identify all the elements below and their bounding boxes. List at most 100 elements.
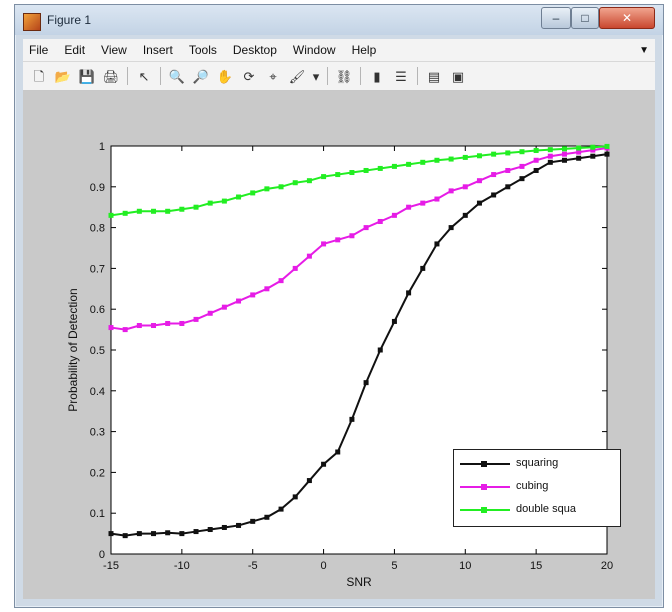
data-point-cubing <box>335 237 341 243</box>
data-point-double <box>462 154 468 160</box>
menu-file[interactable]: File <box>29 43 49 57</box>
open-file-icon[interactable]: 📂 <box>54 68 72 84</box>
rotate-3d-icon[interactable]: ⟳ <box>243 68 255 84</box>
x-tick-label: 20 <box>601 560 613 572</box>
data-point-double <box>236 194 242 200</box>
data-point-cubing <box>292 265 298 271</box>
x-tick-label: -15 <box>103 560 119 572</box>
data-point-cubing <box>306 253 312 259</box>
legend-marker-double <box>481 507 487 513</box>
data-point-cubing <box>519 163 525 169</box>
data-point-cubing <box>590 147 596 153</box>
data-point-double <box>221 198 227 204</box>
link-plot-icon[interactable]: ⛓ <box>335 68 353 84</box>
data-point-squaring <box>122 533 128 539</box>
legend[interactable]: squaring cubing double squa <box>453 449 621 527</box>
data-point-cubing <box>561 151 567 157</box>
maximize-button[interactable]: □ <box>571 7 599 29</box>
data-point-squaring <box>335 449 341 455</box>
legend-label-double: double squa <box>516 503 576 515</box>
data-point-double <box>151 208 157 214</box>
data-point-double <box>491 151 497 157</box>
legend-entry-squaring: squaring <box>454 454 620 474</box>
menu-desktop[interactable]: Desktop <box>232 43 277 57</box>
insert-legend-icon[interactable]: ☰ <box>395 68 407 84</box>
data-point-cubing <box>420 200 426 206</box>
data-point-double <box>420 159 426 165</box>
title-bar[interactable]: Figure 1 – □ ✕ <box>15 5 663 35</box>
data-point-cubing <box>363 225 369 231</box>
data-point-cubing <box>377 218 383 224</box>
data-point-cubing <box>434 196 440 202</box>
data-point-squaring <box>306 478 312 484</box>
y-tick-label: 0.1 <box>90 508 105 520</box>
data-point-double <box>505 150 511 156</box>
edit-plot-arrow-icon[interactable]: ↖ <box>138 68 150 84</box>
x-tick-label: 5 <box>391 560 397 572</box>
data-point-squaring <box>377 347 383 353</box>
data-point-double <box>179 206 185 212</box>
data-point-double <box>561 146 567 152</box>
matlab-figure-icon <box>23 13 41 31</box>
x-tick-label: 0 <box>321 560 327 572</box>
zoom-out-icon[interactable]: 🔎 <box>192 68 210 84</box>
data-point-double <box>278 184 284 190</box>
data-point-squaring <box>491 192 497 198</box>
data-point-double <box>321 174 327 180</box>
data-point-squaring <box>434 241 440 247</box>
data-point-double <box>476 153 482 159</box>
y-tick-label: 0.2 <box>90 467 105 479</box>
print-icon[interactable]: 🖨 <box>102 68 120 84</box>
data-cursor-icon[interactable]: ⌖ <box>269 68 277 84</box>
data-point-squaring <box>604 151 610 157</box>
data-point-squaring <box>250 518 256 524</box>
data-point-squaring <box>462 212 468 218</box>
zoom-in-icon[interactable]: 🔍 <box>168 68 186 84</box>
y-tick-label: 0.8 <box>90 223 105 235</box>
data-point-squaring <box>264 514 270 520</box>
data-point-cubing <box>151 323 157 329</box>
figure-window: Figure 1 – □ ✕ File Edit View Insert Too… <box>14 4 664 608</box>
show-plot-tools-icon[interactable]: ▣ <box>451 68 465 84</box>
data-point-double <box>391 163 397 169</box>
menu-view[interactable]: View <box>101 43 127 57</box>
data-point-squaring <box>448 225 454 231</box>
plot-svg: -15 -10 -5 0 5 10 15 20 0 0.1 0.2 0.3 0.4 0.5 0.6 0.7 0.… <box>66 141 613 589</box>
data-point-squaring <box>236 522 242 528</box>
close-button[interactable]: ✕ <box>599 7 655 29</box>
brush-dropdown-icon[interactable]: ▾ <box>312 68 320 84</box>
x-axis-label: SNR <box>346 575 372 589</box>
hide-plot-tools-icon[interactable]: ▤ <box>427 68 441 84</box>
data-point-squaring <box>406 290 412 296</box>
y-tick-label: 1 <box>99 141 105 153</box>
menu-tools[interactable]: Tools <box>188 43 217 57</box>
x-tick-label: 15 <box>530 560 542 572</box>
data-point-double <box>604 143 610 149</box>
data-point-double <box>207 200 213 206</box>
data-point-double <box>519 149 525 155</box>
data-point-cubing <box>193 316 199 322</box>
menu-insert[interactable]: Insert <box>142 43 173 57</box>
data-point-squaring <box>278 506 284 512</box>
menu-window[interactable]: Window <box>292 43 336 57</box>
data-point-cubing <box>576 149 582 155</box>
insert-colorbar-icon[interactable]: ▮ <box>373 68 381 84</box>
y-axis-label: Probability of Detection <box>66 288 80 411</box>
new-figure-icon[interactable]: 🗋 <box>33 68 45 84</box>
brush-icon[interactable]: 🖌 <box>288 68 306 84</box>
save-icon[interactable]: 💾 <box>78 68 96 84</box>
minimize-button[interactable]: – <box>541 7 571 29</box>
data-point-double <box>165 208 171 214</box>
data-point-squaring <box>221 524 227 530</box>
data-point-double <box>193 204 199 210</box>
data-point-double <box>406 161 412 167</box>
menu-help[interactable]: Help <box>351 43 377 57</box>
data-point-squaring <box>561 157 567 163</box>
data-point-double <box>108 212 114 218</box>
data-point-cubing <box>108 325 114 331</box>
data-point-squaring <box>151 531 157 537</box>
menu-edit[interactable]: Edit <box>64 43 86 57</box>
data-point-squaring <box>391 318 397 324</box>
menu-overflow-icon[interactable]: ▼ <box>639 44 649 56</box>
pan-hand-icon[interactable]: ✋ <box>216 68 234 84</box>
